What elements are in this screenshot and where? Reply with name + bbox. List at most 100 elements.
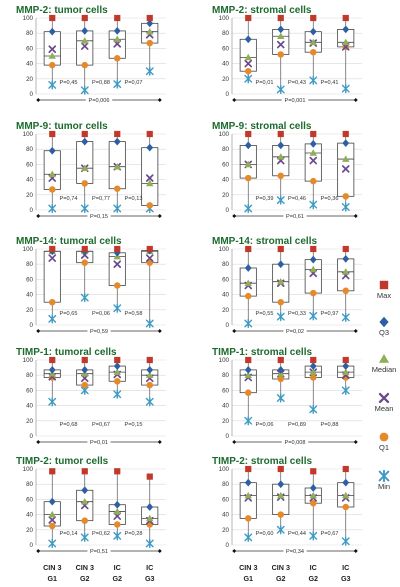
min-marker: [145, 318, 154, 329]
box-2: [76, 245, 94, 303]
max-marker: [342, 14, 349, 22]
y-tick-label: 40: [26, 403, 33, 410]
bracket-end: [36, 440, 41, 444]
category-label-line1: IC: [310, 563, 317, 572]
box-2: [76, 468, 94, 543]
mean-marker: [80, 42, 89, 50]
min-marker: [276, 312, 285, 322]
min-marker: [80, 293, 89, 303]
panel-3: MMP-9: tumor cells 0 20 40 60 80 100 P=0,74 P=0,…: [16, 121, 166, 220]
q1-marker: [113, 55, 121, 62]
pairwise-p-value: P=0,13: [125, 196, 143, 202]
y-tick-label: 0: [226, 207, 230, 214]
y-tick-label: 80: [222, 481, 229, 488]
q3-marker: [309, 140, 317, 148]
y-tick-label: 60: [222, 496, 229, 503]
y-tick-label: 80: [26, 146, 33, 153]
q1-marker: [277, 375, 285, 383]
median-marker: [113, 162, 121, 170]
max-marker: [277, 356, 284, 364]
max-marker: [114, 14, 121, 22]
pairwise-p-value: P=0,97: [321, 311, 339, 317]
pairwise-p-value: P=0,65: [60, 311, 78, 317]
category-label-line2: G2: [276, 574, 286, 583]
box-1: [239, 245, 257, 329]
box-1: [43, 14, 61, 90]
median-marker: [244, 371, 252, 378]
box-4: [141, 473, 159, 549]
q3-marker: [342, 255, 350, 263]
panel-title: TIMP-1: stromal cells: [212, 347, 312, 358]
min-marker: [145, 538, 154, 549]
min-marker: [309, 311, 318, 321]
q3-marker: [48, 27, 56, 36]
legend-item-q3: Q3: [379, 316, 389, 337]
max-marker: [277, 465, 284, 473]
median-marker: [113, 368, 121, 375]
q1-marker: [244, 292, 252, 300]
box-2: [76, 130, 94, 214]
y-tick-label: 20: [222, 418, 229, 425]
max-marker: [81, 356, 88, 364]
overall-p-value: P=0,61: [286, 214, 304, 220]
iqr-box: [239, 482, 257, 519]
max-marker: [146, 130, 153, 138]
y-tick-label: 40: [222, 61, 229, 68]
bracket-end: [36, 549, 41, 553]
y-tick-label: 20: [222, 527, 229, 534]
iqr-box: [272, 483, 290, 516]
panel-title: TIMP-2: stromal cells: [212, 456, 312, 467]
median-marker: [244, 160, 252, 168]
y-tick-label: 100: [23, 131, 34, 138]
mean-marker: [145, 174, 154, 182]
legend-label: Median: [372, 365, 397, 374]
box-3: [108, 130, 126, 214]
q3-marker: [146, 503, 154, 511]
q3-marker: [48, 366, 56, 374]
box-4: [337, 465, 355, 546]
bracket-end: [232, 98, 237, 102]
panel-7: TIMP-1: tumoral cells 0 20 40 60 80 100 P=0,68 P…: [16, 347, 166, 446]
min-marker: [309, 200, 318, 210]
q1-marker: [146, 259, 154, 266]
category-label-line2: G2: [308, 574, 318, 583]
q3-marker: [277, 260, 285, 269]
pairwise-p-value: P=0,74: [60, 196, 78, 202]
q1-legend-marker: [379, 432, 389, 442]
q3-marker: [342, 139, 350, 147]
box-3: [108, 468, 126, 541]
q3-marker: [146, 19, 154, 28]
pairwise-p-value: P=0,58: [125, 311, 143, 317]
legend-item-median: Median: [372, 353, 397, 374]
pairwise-p-value: P=0,14: [60, 531, 78, 537]
mean-marker: [309, 156, 318, 165]
q3-marker: [48, 146, 56, 155]
q3-marker: [113, 362, 121, 370]
max-marker: [114, 130, 121, 138]
bracket-end: [353, 214, 358, 218]
pairwise-p-value: P=0,33: [288, 311, 306, 317]
bracket-end: [36, 98, 41, 102]
box-3: [304, 14, 322, 85]
p-value-backing: [87, 439, 111, 445]
iqr-box: [76, 30, 94, 66]
median-marker: [342, 268, 350, 275]
mean-marker: [48, 45, 57, 53]
box-2: [272, 465, 290, 535]
box-2: [272, 245, 290, 322]
box-2: [272, 356, 290, 403]
q1-marker: [309, 177, 317, 185]
y-tick-label: 60: [222, 276, 229, 283]
q1-marker: [342, 193, 350, 200]
legend-label: Max: [377, 291, 391, 300]
legend-label: Q1: [379, 443, 389, 452]
y-tick-label: 60: [222, 387, 229, 394]
q3-marker: [81, 366, 89, 374]
bracket-end: [157, 440, 162, 444]
y-tick-label: 100: [219, 466, 230, 473]
min-marker: [80, 203, 89, 214]
y-tick-label: 100: [219, 15, 230, 22]
box-4: [337, 14, 355, 94]
y-tick-label: 60: [26, 496, 33, 503]
